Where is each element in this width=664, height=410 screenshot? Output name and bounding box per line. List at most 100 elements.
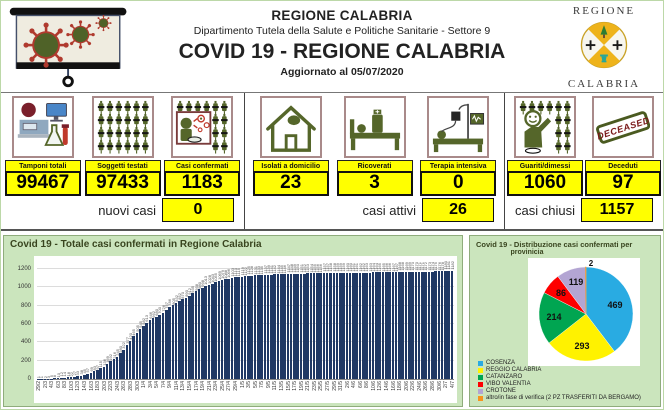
x-tick-label: 26/6 (423, 381, 430, 391)
x-tick-label: 27/4 (226, 381, 233, 391)
x-tick-label: 7/5 (259, 381, 266, 388)
stat-label: Casi confermati (164, 160, 241, 171)
charts-section: Covid 19 - Totale casi confermati in Reg… (1, 231, 663, 409)
summary-label: casi attivi (362, 202, 416, 218)
bar (237, 276, 240, 379)
cards-row: Tamponi totali 99467 Soggetti testati 97… (1, 93, 244, 196)
bar-chart-plot: 0 200 400 600 800 1000 1200 1 29/2 1 2 2/3 3 5 4/3 8 10 6… (18, 260, 456, 391)
x-tick-label: 29/4 (233, 381, 239, 391)
stat-group-tests: Tamponi totali 99467 Soggetti testati 97… (1, 93, 245, 229)
stat-card-isolati: Isolati a domicilio 23 (252, 93, 329, 196)
summary-value: 26 (422, 198, 494, 222)
bar (122, 349, 125, 379)
bar (174, 302, 178, 379)
x-tick-label: 26/3 (121, 381, 128, 391)
stat-value: 0 (420, 171, 497, 196)
bar (431, 271, 434, 379)
bar (368, 272, 372, 379)
bar (394, 272, 398, 379)
x-tick-label: 8/6 (364, 381, 371, 388)
pie-slice-altro (585, 266, 587, 315)
bar-chart-plot-area: 0 200 400 600 800 1000 1200 1 29/2 1 2 2/3 3 5 4/3 8 10 6… (18, 256, 457, 403)
bar (234, 277, 237, 379)
bar (135, 332, 139, 379)
crest-word-bottom: CALABRIA (567, 78, 641, 90)
legend-item-cosenza: COSENZA (478, 360, 641, 367)
bar (391, 272, 395, 379)
crest-word-top: REGIONE (572, 5, 636, 17)
bar (385, 272, 388, 379)
y-tick-label: 0 (27, 376, 31, 382)
bar (119, 353, 122, 379)
page-title: COVID 19 - REGIONE CALABRIA (178, 40, 506, 63)
stat-group-attivi: Isolati a domicilio 23 (245, 93, 505, 229)
pie-chart-plot-area: 469 293 214 86 119 2 (528, 258, 640, 366)
bar (201, 287, 204, 379)
x-tick-label: 16/3 (88, 381, 95, 391)
x-tick-label: 9/4 (167, 381, 174, 388)
bar (109, 361, 112, 379)
legend-item-catanzaro: CATANZARO (478, 374, 641, 381)
gridline (37, 268, 454, 270)
bar (437, 271, 441, 379)
bar (53, 378, 56, 379)
pie-chart-panel: Covid 19 - Distribuzione casi confermati… (469, 235, 661, 407)
stat-label: Tamponi totali (4, 160, 81, 171)
icu-bed-icon (433, 103, 485, 153)
pie-label-catanzaro: 214 (546, 312, 561, 322)
x-tick-label: 12/6 (377, 381, 384, 391)
bar (115, 356, 119, 379)
x-tick-label: 3/4 (147, 381, 154, 388)
bar (112, 359, 116, 379)
bar (404, 272, 408, 379)
lab-equipment-icon (17, 102, 69, 146)
infected-person-icon (176, 100, 228, 154)
summary-label: nuovi casi (98, 202, 156, 218)
icon-box (514, 96, 576, 158)
house-icon (265, 105, 316, 152)
bar (82, 374, 86, 379)
x-tick-label: 3/5 (246, 381, 253, 388)
legend-swatch (478, 375, 483, 380)
bar (148, 319, 152, 379)
virus-projector-logo (1, 1, 139, 92)
stat-value: 3 (336, 171, 413, 196)
bar (247, 276, 250, 379)
bar (293, 273, 296, 379)
x-tick-label: 14/6 (384, 381, 391, 391)
bar (214, 282, 217, 379)
bar (227, 278, 230, 379)
x-tick-label: 20/3 (101, 381, 108, 391)
bar (339, 272, 342, 379)
icon-box (343, 96, 406, 158)
bar (260, 275, 263, 379)
legend-label: CATANZARO (486, 374, 523, 380)
y-tick-label: 800 (20, 302, 31, 309)
bar (151, 318, 155, 379)
bar (329, 273, 332, 379)
bar (306, 273, 309, 379)
bar (286, 274, 290, 379)
x-tick-label: 25/5 (318, 381, 325, 391)
pie-label-altro: 2 (589, 259, 594, 268)
bar (312, 273, 316, 379)
bar (434, 271, 437, 379)
x-tick-label: 4/6 (351, 381, 358, 388)
bar (309, 273, 313, 379)
x-tick-label: 5/5 (252, 381, 259, 388)
bar (263, 274, 267, 379)
bar (194, 291, 198, 379)
bar (273, 274, 276, 379)
x-tick-label: 20/6 (403, 381, 410, 391)
x-tick-label: 21/5 (305, 381, 312, 391)
pie-chart: 469 293 214 86 119 2 (538, 259, 634, 362)
virus-projector-icon (9, 7, 127, 88)
summary-value: 1157 (581, 198, 653, 222)
bar (302, 273, 306, 379)
legend-swatch (478, 368, 483, 373)
legend-item-crotone: CROTONE (478, 388, 641, 395)
bar (224, 279, 227, 379)
bar (204, 286, 207, 379)
legend-swatch (478, 389, 483, 394)
bar (408, 272, 411, 379)
